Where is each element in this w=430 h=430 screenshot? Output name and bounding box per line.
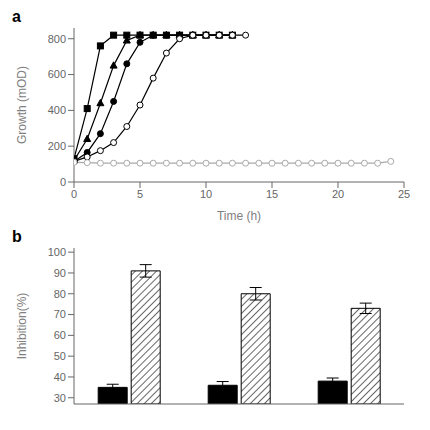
svg-text:100: 100 (48, 246, 66, 258)
svg-text:0: 0 (60, 176, 66, 188)
svg-text:80: 80 (54, 288, 66, 300)
svg-text:Inhibition(%): Inhibition(%) (15, 293, 29, 360)
svg-text:0: 0 (71, 188, 77, 200)
svg-text:800: 800 (48, 33, 66, 45)
svg-text:600: 600 (48, 68, 66, 80)
svg-text:5: 5 (137, 188, 143, 200)
svg-text:25: 25 (398, 188, 410, 200)
svg-text:15: 15 (266, 188, 278, 200)
html-text:b: b (12, 228, 22, 245)
svg-text:60: 60 (54, 329, 66, 341)
svg-text:90: 90 (54, 267, 66, 279)
svg-text:50: 50 (54, 350, 66, 362)
svg-text:30: 30 (54, 392, 66, 404)
svg-text:Growth (mOD): Growth (mOD) (15, 66, 29, 144)
html-text:a: a (12, 8, 21, 25)
svg-text:200: 200 (48, 140, 66, 152)
svg-text:10: 10 (200, 188, 212, 200)
svg-text:70: 70 (54, 308, 66, 320)
svg-text:400: 400 (48, 104, 66, 116)
svg-text:Time (h): Time (h) (217, 209, 261, 223)
svg-text:40: 40 (54, 371, 66, 383)
svg-text:20: 20 (332, 188, 344, 200)
